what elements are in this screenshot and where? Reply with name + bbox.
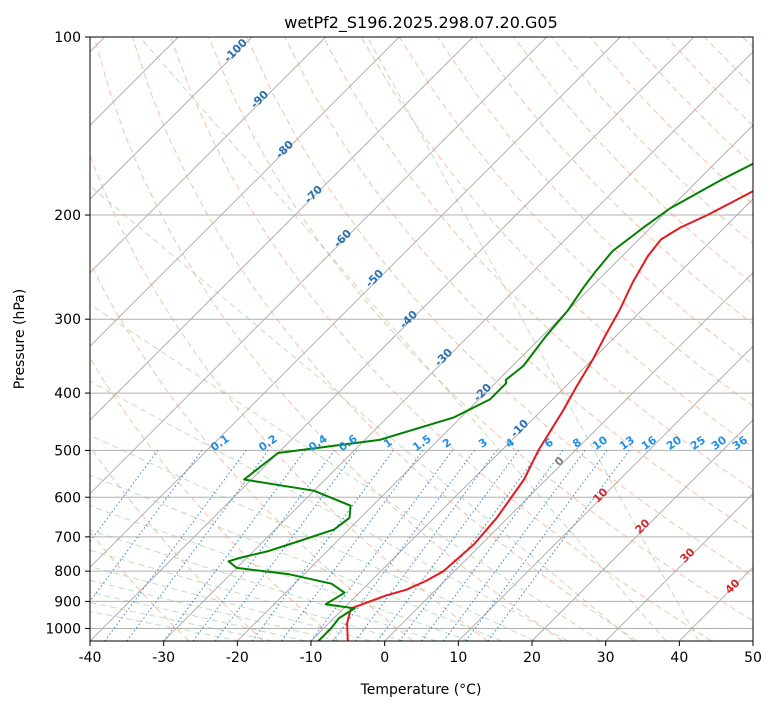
x-tick-label: 30 (597, 650, 615, 666)
moist-adiabat-line (90, 303, 601, 641)
y-axis-label: Pressure (hPa) (12, 289, 28, 389)
mixing-ratio-line (332, 450, 475, 641)
dry-adiabat-line (90, 357, 339, 641)
x-tick-label: 20 (523, 650, 541, 666)
y-tick-label: 900 (54, 594, 81, 610)
isotherm-gridline (90, 37, 548, 495)
isotherm-gridline (90, 37, 621, 569)
dry-adiabat-line (436, 37, 753, 366)
moist-adiabat-line (90, 474, 503, 641)
moist-adiabat-line (90, 505, 470, 641)
x-tick-label: 0 (380, 650, 389, 666)
mixing-ratio-line (163, 450, 306, 641)
dry-adiabat-line (131, 37, 638, 641)
isotherm-gridline (531, 419, 753, 641)
dry-adiabat-line (90, 261, 414, 641)
moist-adiabat-line (90, 591, 306, 641)
isotherm-gridline (605, 492, 753, 641)
mixing-ratio-line (421, 450, 564, 641)
dry-adiabat-line (322, 37, 753, 491)
x-tick-label: -40 (79, 650, 102, 666)
mixing-ratio-line (465, 450, 608, 641)
isotherm-gridline (457, 345, 753, 641)
y-tick-label: 300 (54, 312, 81, 328)
x-tick-label: -30 (152, 650, 175, 666)
y-tick-label: 500 (54, 443, 81, 459)
dry-adiabat-line (284, 37, 753, 534)
moist-adiabat-line (366, 37, 700, 641)
dry-adiabat-line (208, 37, 753, 622)
temperature-profile-line (346, 190, 753, 641)
mixing-ratio-line (443, 450, 586, 641)
dry-adiabat-line (475, 37, 753, 325)
moist-adiabat-line (90, 185, 634, 641)
mixing-ratio-line (214, 450, 358, 641)
y-tick-label: 600 (54, 490, 81, 506)
x-axis-label: Temperature (°C) (360, 682, 482, 698)
mixing-ratio-line (310, 450, 453, 641)
isotherm-gridline (90, 37, 695, 641)
mixing-ratio-line (90, 450, 203, 603)
moist-adiabat-line (139, 37, 667, 641)
x-tick-label: 50 (744, 650, 762, 666)
y-tick-label: 700 (54, 530, 81, 546)
mixing-ratio-line (281, 450, 424, 641)
moist-adiabat-line (90, 566, 371, 641)
mixing-ratio-line (398, 450, 542, 641)
dry-adiabat-line (513, 37, 753, 285)
y-tick-label: 200 (54, 208, 81, 224)
y-tick-label: 400 (54, 386, 81, 402)
moist-adiabat-line (90, 434, 536, 641)
isotherm-gridline (90, 37, 400, 348)
chart-title: wetPf2_S196.2025.298.07.20.G05 (284, 13, 558, 33)
x-tick-label: -10 (300, 650, 323, 666)
x-tick-label: 10 (449, 650, 467, 666)
mixing-ratio-line (104, 450, 247, 641)
mixing-ratio-line (354, 450, 498, 641)
y-tick-label: 100 (54, 30, 81, 46)
y-tick-label: 800 (54, 564, 81, 580)
dewpoint-profile-line (227, 162, 753, 641)
dry-adiabat-line (93, 37, 563, 641)
isotherm-gridline (236, 124, 753, 641)
mixing-ratio-line (126, 450, 269, 641)
isotherm-gridline (384, 271, 753, 641)
dry-adiabat-line (170, 37, 712, 641)
isotherm-gridline (90, 37, 474, 421)
mixing-ratio-line (376, 450, 520, 641)
y-tick-label: 1000 (45, 621, 81, 637)
mixing-ratio-line (487, 450, 630, 641)
x-tick-label: -20 (226, 650, 249, 666)
isotherm-gridline (90, 37, 253, 200)
plot-frame (89, 36, 754, 642)
mixing-ratio-line (251, 450, 394, 641)
isotherm-gridline (90, 37, 327, 274)
moist-adiabat-line (90, 549, 404, 641)
isotherm-gridline (163, 50, 753, 641)
mixing-ratio-line (192, 450, 335, 641)
dry-adiabat-line (246, 37, 753, 577)
x-tick-label: 40 (670, 650, 688, 666)
